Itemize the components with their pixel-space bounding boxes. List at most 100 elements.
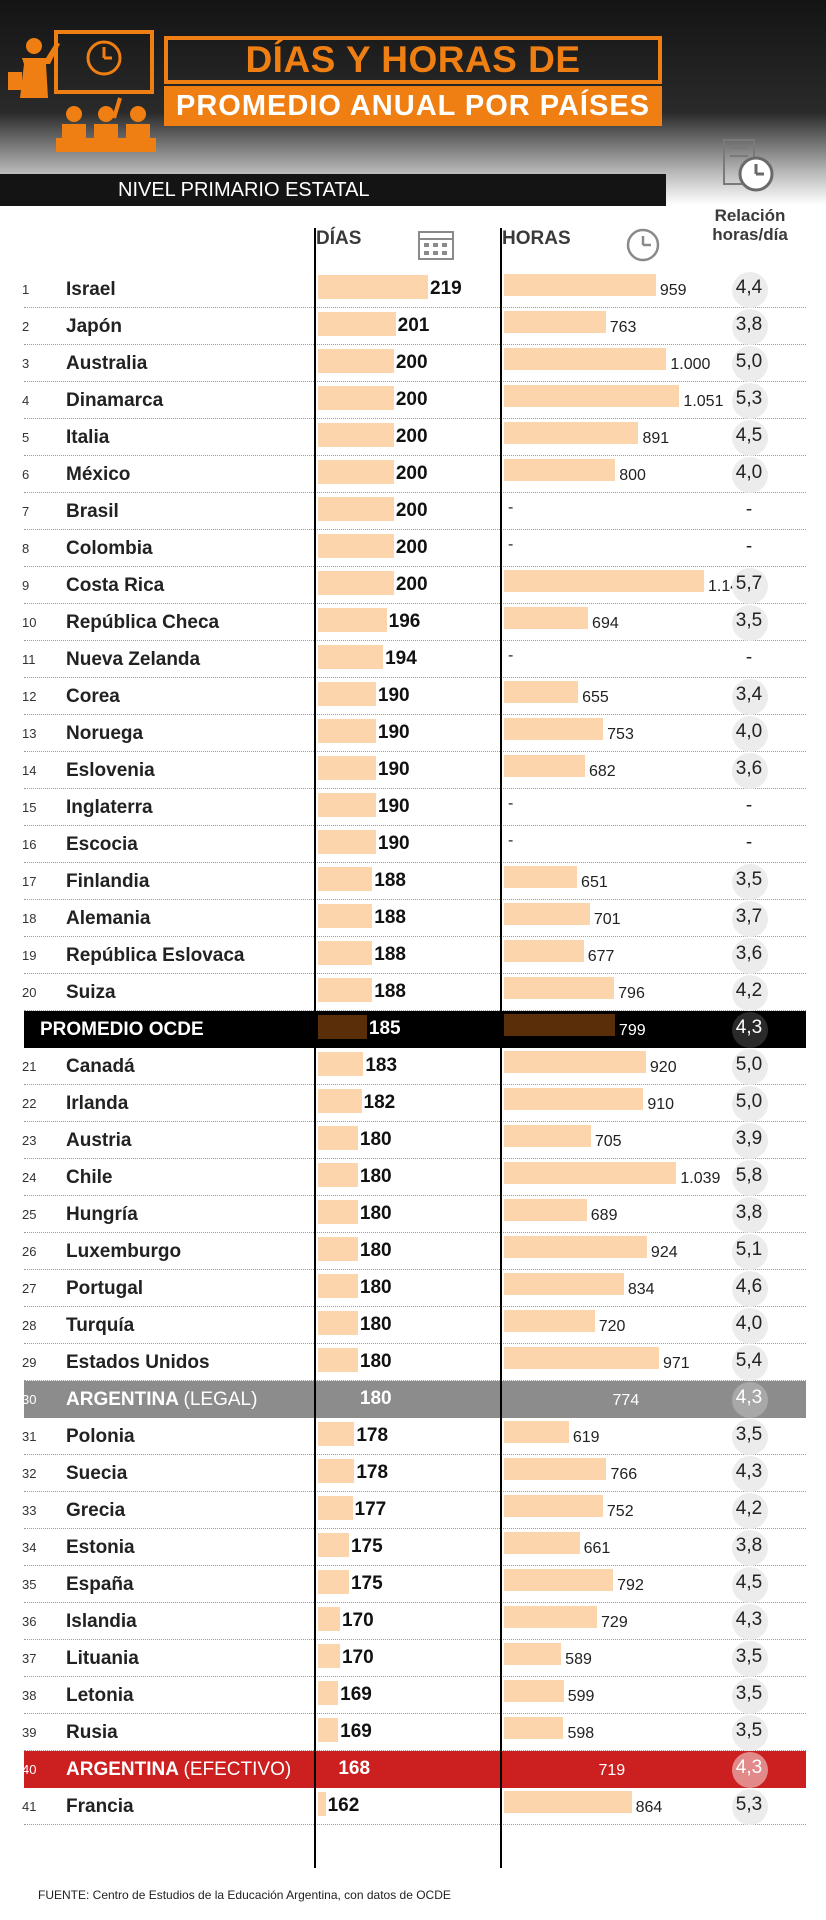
country-name: Corea — [66, 686, 120, 707]
hours-value-label: 924 — [650, 1244, 678, 1261]
rank-label: 4 — [22, 393, 30, 408]
table-row — [24, 530, 806, 567]
row-separator — [24, 1676, 806, 1677]
days-value-label: 183 — [365, 1055, 398, 1076]
country-label: Nueva Zelanda — [66, 649, 200, 671]
days-value-label: 188 — [374, 907, 406, 928]
ratio-value: 5,0 — [735, 1054, 763, 1075]
days-bar — [318, 1718, 339, 1742]
level-label: NIVEL PRIMARIO ESTATAL — [0, 174, 666, 206]
days-value-label: 178 — [356, 1425, 389, 1446]
hours-bar — [504, 348, 667, 370]
days-value-label: 180 — [359, 1277, 392, 1298]
ratio-value: 4,2 — [735, 980, 763, 1001]
table-row — [24, 382, 806, 419]
ratio-marker — [732, 938, 768, 974]
country-label: Chile — [66, 1167, 112, 1189]
rank-label: 12 — [22, 689, 37, 704]
days-bar — [318, 1459, 355, 1483]
ratio-marker — [732, 753, 768, 789]
days-bar — [318, 312, 396, 336]
country-label: Brasil — [66, 501, 119, 523]
country-name: Noruega — [66, 723, 144, 744]
rank-label: 36 — [22, 1614, 37, 1629]
ratio-marker — [732, 1530, 768, 1566]
ratio-value: 3,5 — [735, 869, 763, 890]
rank-label: 34 — [22, 1540, 37, 1555]
ratio-value: 5,8 — [735, 1165, 763, 1186]
hours-bar — [504, 570, 704, 592]
days-value-label: 188 — [374, 981, 406, 1002]
days-bar — [318, 1311, 358, 1335]
country-label: Letonia — [66, 1685, 134, 1707]
days-bar — [318, 608, 387, 632]
hours-value-label: - — [508, 536, 514, 553]
hours-bar — [504, 866, 578, 888]
country-name: Hungría — [66, 1204, 138, 1225]
row-separator — [24, 1454, 806, 1455]
hours-value-label: 655 — [582, 689, 609, 706]
row-separator — [24, 1565, 806, 1566]
hours-bar — [504, 1199, 587, 1221]
country-label: Alemania — [66, 908, 150, 930]
hours-bar — [504, 1273, 624, 1295]
rank-label: 23 — [22, 1133, 37, 1148]
ratio-value: 3,8 — [735, 314, 763, 335]
table-row — [24, 789, 806, 826]
hours-bar — [504, 311, 606, 333]
country-name: Suiza — [66, 982, 116, 1003]
ratio-marker — [732, 309, 768, 345]
row-separator — [24, 1528, 806, 1529]
rank-label: 19 — [22, 948, 37, 963]
ratio-value: 5,0 — [735, 1091, 763, 1112]
rank-label: 6 — [22, 467, 30, 482]
hours-value-label: 619 — [572, 1429, 600, 1446]
ratio-marker — [732, 1456, 768, 1492]
hours-value-label: 971 — [662, 1355, 690, 1372]
days-bar — [318, 941, 373, 965]
country-label: México — [66, 464, 130, 486]
days-bar — [318, 1422, 355, 1446]
ratio-marker — [732, 346, 768, 382]
days-value-label: 200 — [395, 352, 428, 373]
hours-value-label: 834 — [627, 1281, 655, 1298]
hours-value-label: 800 — [619, 467, 646, 484]
ratio-value: 5,1 — [735, 1239, 763, 1260]
rank-label: 15 — [22, 800, 37, 815]
days-value-label: 170 — [341, 1647, 374, 1668]
ratio-marker — [732, 1086, 768, 1122]
ratio-value: - — [745, 647, 753, 668]
hours-value-label: - — [508, 795, 514, 812]
ratio-value: - — [745, 536, 753, 557]
days-value-label: 180 — [359, 1388, 392, 1409]
hours-bar — [504, 755, 585, 777]
hours-value-label: 689 — [590, 1207, 618, 1224]
days-bar — [318, 904, 373, 928]
days-value-label: 200 — [395, 574, 428, 595]
ratio-value: 4,0 — [735, 1313, 763, 1334]
row-separator — [24, 381, 806, 382]
row-separator — [24, 751, 806, 752]
ratio-marker — [732, 1678, 768, 1714]
days-column-divider — [314, 228, 316, 1868]
days-bar — [318, 1200, 358, 1224]
table-row — [24, 1751, 806, 1788]
ratio-value: 3,6 — [735, 943, 763, 964]
days-bar — [318, 1052, 364, 1076]
hours-bar — [504, 681, 579, 703]
hours-value-label: 920 — [649, 1059, 677, 1076]
country-name: Brasil — [66, 501, 119, 522]
hours-value-label: 651 — [581, 874, 608, 891]
days-value-label: 200 — [395, 463, 428, 484]
days-bar — [318, 867, 373, 891]
rank-label: 10 — [22, 615, 37, 630]
ratio-value: 3,8 — [735, 1535, 763, 1556]
rank-label: 5 — [22, 430, 30, 445]
table-row — [24, 678, 806, 715]
hours-bar — [504, 1088, 644, 1110]
table-row — [24, 1307, 806, 1344]
row-separator — [24, 825, 806, 826]
row-separator — [24, 1713, 806, 1714]
ratio-marker — [732, 1641, 768, 1677]
table-row — [24, 1048, 806, 1085]
